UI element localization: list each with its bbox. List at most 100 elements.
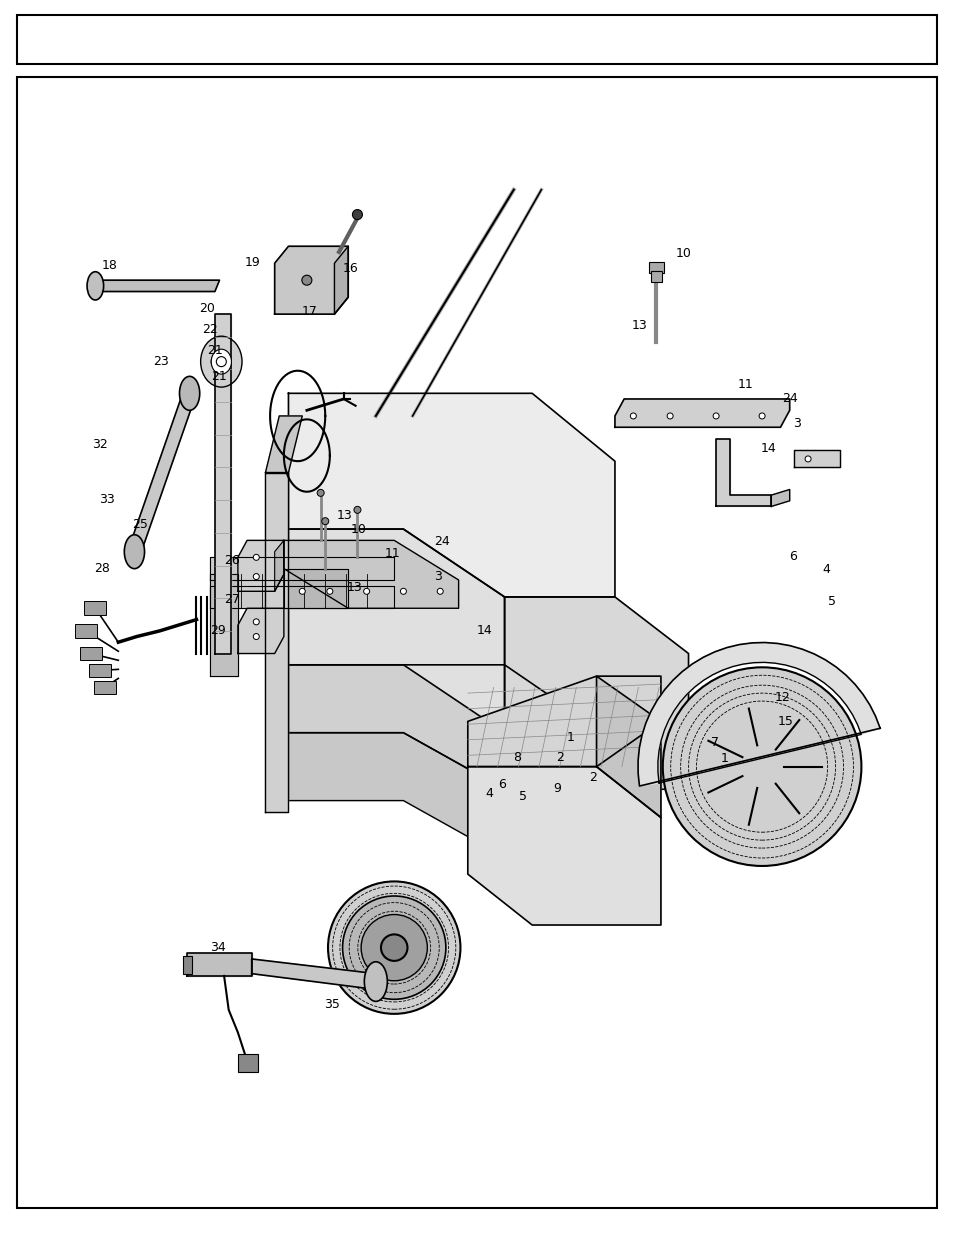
Text: 20: 20 (198, 303, 214, 315)
Bar (237, 1053, 258, 1072)
Polygon shape (638, 642, 880, 785)
Bar (17, 15, 936, 64)
Polygon shape (187, 953, 252, 976)
Text: 11: 11 (737, 378, 753, 390)
Text: 29: 29 (210, 625, 225, 637)
Text: 13: 13 (336, 509, 352, 522)
Text: 13: 13 (347, 582, 362, 594)
Text: 23: 23 (152, 356, 169, 368)
Circle shape (352, 210, 362, 220)
Circle shape (361, 915, 427, 981)
Ellipse shape (364, 962, 387, 1002)
Polygon shape (716, 438, 770, 506)
Text: 28: 28 (93, 562, 110, 576)
Circle shape (662, 667, 861, 866)
Text: 17: 17 (301, 305, 317, 319)
Polygon shape (284, 568, 348, 609)
Text: 18: 18 (101, 259, 117, 272)
Circle shape (321, 517, 329, 525)
Polygon shape (210, 574, 237, 676)
Polygon shape (265, 473, 288, 811)
Text: 19: 19 (245, 256, 260, 268)
Ellipse shape (124, 535, 145, 568)
Text: 1: 1 (720, 752, 727, 766)
Text: 22: 22 (202, 324, 218, 336)
Text: 33: 33 (99, 493, 115, 506)
Bar (650, 272, 661, 283)
Polygon shape (596, 676, 660, 818)
Circle shape (679, 685, 842, 848)
Circle shape (328, 882, 460, 1014)
Text: 9: 9 (553, 782, 560, 794)
Circle shape (253, 619, 259, 625)
Text: 5: 5 (518, 789, 526, 803)
Text: 14: 14 (476, 625, 492, 637)
Text: 32: 32 (92, 437, 108, 451)
Text: 6: 6 (788, 550, 797, 563)
Ellipse shape (179, 377, 199, 410)
Polygon shape (288, 393, 615, 597)
Bar (75, 624, 97, 637)
Polygon shape (128, 393, 196, 552)
Polygon shape (770, 489, 789, 506)
Ellipse shape (211, 350, 232, 374)
Bar (80, 647, 102, 661)
Circle shape (363, 588, 369, 594)
Polygon shape (288, 664, 587, 789)
Polygon shape (504, 597, 688, 789)
Polygon shape (252, 958, 375, 989)
Text: 21: 21 (207, 343, 223, 357)
Circle shape (666, 412, 673, 419)
Polygon shape (467, 676, 660, 767)
Polygon shape (265, 416, 302, 473)
Bar (648, 262, 663, 273)
Polygon shape (615, 399, 789, 427)
Circle shape (712, 412, 719, 419)
Circle shape (299, 588, 305, 594)
Text: 4: 4 (484, 787, 493, 800)
Text: 27: 27 (224, 593, 240, 605)
Polygon shape (210, 557, 394, 580)
Text: 21: 21 (212, 369, 227, 383)
Circle shape (436, 588, 443, 594)
Polygon shape (274, 246, 348, 314)
Text: 8: 8 (513, 751, 521, 764)
Bar (93, 680, 115, 694)
Circle shape (301, 275, 312, 285)
Polygon shape (237, 541, 284, 592)
Circle shape (700, 705, 822, 829)
Circle shape (630, 412, 636, 419)
Text: 34: 34 (210, 941, 225, 955)
Polygon shape (214, 314, 231, 653)
Circle shape (216, 357, 226, 367)
Text: 4: 4 (821, 563, 829, 577)
Circle shape (354, 506, 360, 514)
Text: 35: 35 (323, 998, 339, 1010)
Circle shape (212, 352, 231, 372)
Polygon shape (288, 529, 504, 732)
Text: 11: 11 (384, 547, 400, 561)
Polygon shape (794, 450, 840, 467)
Text: 25: 25 (132, 517, 148, 531)
Text: 24: 24 (781, 393, 797, 405)
Circle shape (804, 456, 810, 462)
Circle shape (253, 573, 259, 579)
Bar (84, 601, 107, 615)
Circle shape (759, 412, 764, 419)
Polygon shape (288, 732, 504, 857)
Text: 2: 2 (556, 751, 563, 764)
Circle shape (316, 489, 324, 496)
Text: 7: 7 (710, 736, 719, 750)
Text: 1: 1 (566, 731, 574, 743)
Circle shape (400, 588, 406, 594)
Polygon shape (95, 280, 219, 291)
Text: 10: 10 (350, 522, 366, 536)
Text: 13: 13 (631, 319, 647, 332)
Text: 26: 26 (224, 555, 240, 567)
Polygon shape (335, 246, 348, 314)
Text: 14: 14 (760, 442, 776, 456)
Circle shape (721, 727, 801, 806)
Polygon shape (274, 541, 284, 592)
Circle shape (342, 895, 445, 999)
Text: 5: 5 (827, 595, 835, 608)
